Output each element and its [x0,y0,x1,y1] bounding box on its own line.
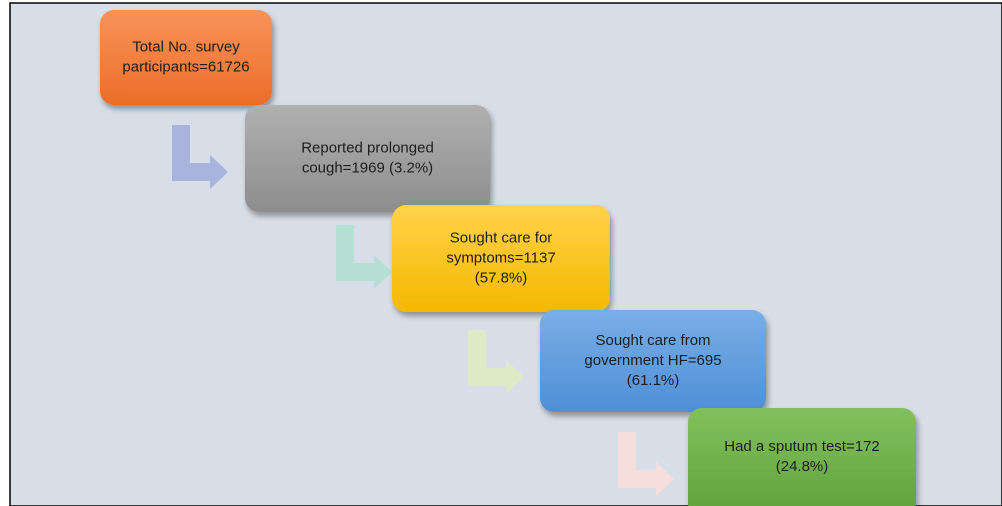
node-label: Sought care for [450,229,553,246]
node-label: Reported prolonged [301,139,434,156]
boxes: Total No. survey participants=61726 Report… [100,10,916,506]
node-label: symptoms=1137 [446,249,555,266]
arrow [336,225,392,289]
node-label: cough=1969 (3.2%) [302,159,433,176]
node-label: Total No. survey [132,38,240,55]
node-label: Had a sputum test=172 [724,438,880,455]
node-label: (57.8%) [475,269,528,286]
node-box [245,105,490,212]
arrow [172,125,228,189]
node-label: Sought care from [595,332,710,349]
node-label: (24.8%) [776,458,829,475]
node-label: (61.1%) [627,372,680,389]
arrows [172,125,674,496]
node-box [540,310,766,412]
arrow [468,330,524,394]
arrow [618,432,674,496]
node-box [688,408,916,506]
node-box [392,205,610,312]
node-label: government HF=695 [584,352,721,369]
node-label: participants=61726 [122,58,249,75]
node-box [100,10,272,105]
